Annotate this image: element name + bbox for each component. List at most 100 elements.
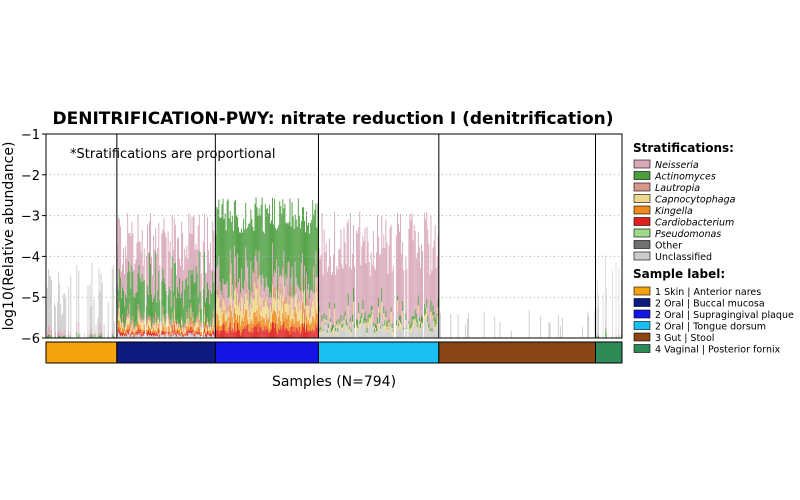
bar-segment (183, 334, 185, 336)
bar-segment (212, 324, 214, 329)
bar-segment (192, 320, 194, 330)
bar-segment (252, 323, 254, 333)
bar-segment (217, 314, 219, 326)
bar-segment (372, 326, 374, 331)
bar-segment (621, 334, 622, 338)
bar-segment (314, 302, 316, 309)
bar-segment (369, 323, 371, 338)
bar-segment (165, 326, 167, 332)
bar-segment (176, 330, 178, 334)
bar-segment (435, 323, 437, 328)
bar-segment (203, 213, 205, 253)
bar-segment (348, 266, 350, 327)
bar-segment (415, 313, 417, 323)
bar-segment (51, 335, 52, 338)
bar-segment (319, 327, 321, 332)
bar-segment (199, 326, 201, 332)
bar-segment (292, 332, 294, 338)
bar-segment (217, 208, 219, 266)
bar-segment (171, 312, 173, 320)
bar-segment (365, 323, 367, 328)
bar-segment (360, 265, 362, 317)
bar-segment (328, 318, 330, 338)
bar-segment (384, 320, 386, 326)
bar-segment (218, 256, 220, 283)
bar-segment (305, 232, 306, 306)
bar-segment (101, 282, 103, 334)
bar-segment (156, 254, 158, 303)
bar-segment (139, 325, 141, 329)
sample-group-band (438, 341, 597, 364)
bar-segment (359, 211, 361, 322)
bar-segment (418, 247, 420, 319)
bar-segment (179, 329, 180, 334)
bar-segment (65, 336, 67, 338)
bar-segment (314, 321, 316, 331)
bar-segment (164, 335, 166, 337)
bar-segment (222, 292, 224, 299)
bar-segment (179, 333, 180, 336)
bar-segment (344, 242, 346, 312)
bar-segment (129, 328, 131, 331)
bar-segment (321, 213, 323, 315)
bar-segment (280, 321, 282, 327)
bar-segment (190, 326, 192, 333)
group-dividers (116, 134, 597, 338)
bar-segment (427, 326, 429, 338)
bar-segment (411, 213, 413, 317)
bar-segment (398, 323, 399, 326)
bar-segment (141, 330, 143, 334)
bar-segment (262, 231, 264, 279)
bar-segment (228, 218, 230, 297)
bar-segment (135, 333, 137, 338)
bar-segment (127, 310, 129, 318)
bar-segment (185, 279, 187, 323)
legend-label: Cardiobacterium (655, 218, 734, 229)
bar-segment (301, 252, 303, 274)
bar-segment (150, 316, 151, 322)
bar-segment (277, 323, 279, 335)
bar-segment (383, 317, 385, 338)
bar-segment (266, 299, 268, 306)
bar-segment (226, 281, 228, 305)
bar-segment (58, 334, 60, 338)
bar-segment (275, 228, 277, 273)
bar-segment (409, 213, 411, 325)
bar-segment (301, 289, 303, 303)
bar-segment (141, 317, 143, 322)
bar-segment (230, 263, 232, 285)
bar-segment (276, 289, 278, 316)
bar-segment (218, 330, 220, 338)
bar-segment (381, 215, 383, 288)
bar-segment (258, 208, 260, 251)
bar-segment (168, 333, 170, 338)
bar-segment (300, 301, 302, 324)
bar-segment (416, 320, 418, 328)
bar-segment (157, 316, 159, 321)
bar-segment (369, 314, 371, 319)
bar-segment (112, 335, 114, 338)
bar-segment (235, 319, 237, 331)
bar-segment (437, 307, 439, 317)
bar-segment (334, 303, 336, 309)
bar-segment (148, 320, 150, 328)
bar-segment (208, 330, 210, 334)
bar-segment (209, 328, 211, 331)
bar-segment (158, 328, 160, 334)
bar-segment (308, 294, 310, 306)
bar-segment (371, 317, 373, 338)
bar-segment (596, 279, 598, 333)
bar-segment (317, 301, 319, 313)
bar-segment (140, 282, 142, 319)
bar-segment (263, 299, 265, 307)
bar-segment (291, 202, 293, 268)
bar-segment (68, 334, 70, 338)
bar-segment (310, 316, 312, 324)
bar-segment (298, 288, 300, 299)
bar-segment (310, 329, 312, 338)
bar-segment (425, 219, 427, 309)
bar-segment (245, 328, 247, 338)
bar-segment (183, 332, 185, 335)
bar-segment (367, 315, 369, 323)
bar-segment (289, 198, 291, 297)
